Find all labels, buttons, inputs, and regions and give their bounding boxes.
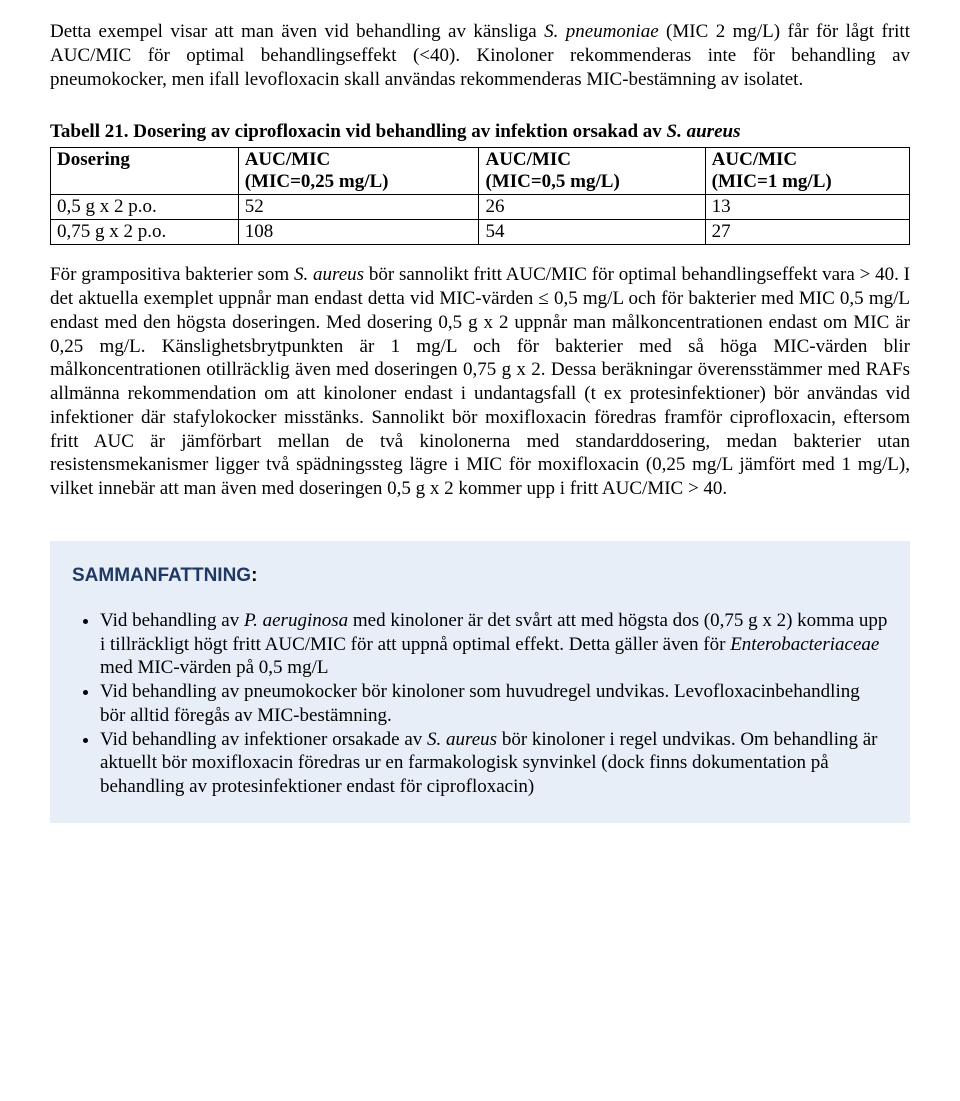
cell: 26: [479, 195, 705, 220]
table21-caption-a: Tabell 21. Dosering av ciprofloxacin vid…: [50, 121, 667, 142]
body-paragraph: För grampositiva bakterier som S. aureus…: [50, 263, 910, 501]
summary-item-0-d: Enterobacteriaceae: [730, 634, 879, 655]
body-species: S. aureus: [294, 264, 364, 285]
cell: 0,75 g x 2 p.o.: [51, 220, 239, 245]
table21-col2: AUC/MIC (MIC=0,5 mg/L): [479, 148, 705, 195]
body-text-c: bör sannolikt fritt AUC/MIC för optimal …: [50, 264, 910, 499]
summary-title-colon: :: [251, 565, 257, 586]
summary-box: SAMMANFATTNING: Vid behandling av P. aer…: [50, 541, 910, 823]
summary-item-0-b: P. aeruginosa: [244, 610, 348, 631]
list-item: Vid behandling av P. aeruginosa med kino…: [100, 609, 888, 680]
cell: 0,5 g x 2 p.o.: [51, 195, 239, 220]
table21-col3-h1: AUC/MIC: [712, 149, 798, 170]
table21-col3: AUC/MIC (MIC=1 mg/L): [705, 148, 909, 195]
cell: 54: [479, 220, 705, 245]
intro-text-a: Detta exempel visar att man även vid beh…: [50, 21, 544, 42]
summary-title-text: SAMMANFATTNING: [72, 565, 251, 586]
cell: 52: [238, 195, 479, 220]
table21-col1: AUC/MIC (MIC=0,25 mg/L): [238, 148, 479, 195]
page-container: Detta exempel visar att man även vid beh…: [0, 0, 960, 863]
cell: 27: [705, 220, 909, 245]
table21-header-row: Dosering AUC/MIC (MIC=0,25 mg/L) AUC/MIC…: [51, 148, 910, 195]
body-text-a: För grampositiva bakterier som: [50, 264, 294, 285]
table21-caption: Tabell 21. Dosering av ciprofloxacin vid…: [50, 121, 910, 143]
table21-caption-species: S. aureus: [667, 121, 741, 142]
summary-item-1-a: Vid behandling av pneumokocker bör kinol…: [100, 681, 860, 726]
table-row: 0,5 g x 2 p.o. 52 26 13: [51, 195, 910, 220]
table21-col0-h1: Dosering: [57, 149, 130, 170]
summary-title: SAMMANFATTNING:: [72, 565, 888, 587]
table21-col2-h1: AUC/MIC: [485, 149, 571, 170]
table-row: 0,75 g x 2 p.o. 108 54 27: [51, 220, 910, 245]
list-item: Vid behandling av infektioner orsakade a…: [100, 728, 888, 799]
list-item: Vid behandling av pneumokocker bör kinol…: [100, 680, 888, 728]
summary-item-2-b: S. aureus: [427, 729, 497, 750]
cell: 13: [705, 195, 909, 220]
intro-species: S. pneumoniae: [544, 21, 659, 42]
summary-item-0-e: med MIC-värden på 0,5 mg/L: [100, 657, 328, 678]
table21-col3-h2: (MIC=1 mg/L): [712, 171, 832, 192]
table21-col2-h2: (MIC=0,5 mg/L): [485, 171, 619, 192]
intro-paragraph: Detta exempel visar att man även vid beh…: [50, 20, 910, 91]
cell: 108: [238, 220, 479, 245]
table21-col1-h2: (MIC=0,25 mg/L): [245, 171, 389, 192]
table21: Dosering AUC/MIC (MIC=0,25 mg/L) AUC/MIC…: [50, 147, 910, 245]
table21-col0: Dosering: [51, 148, 239, 195]
summary-item-0-a: Vid behandling av: [100, 610, 244, 631]
summary-item-2-a: Vid behandling av infektioner orsakade a…: [100, 729, 427, 750]
summary-list: Vid behandling av P. aeruginosa med kino…: [72, 609, 888, 799]
table21-col1-h1: AUC/MIC: [245, 149, 331, 170]
